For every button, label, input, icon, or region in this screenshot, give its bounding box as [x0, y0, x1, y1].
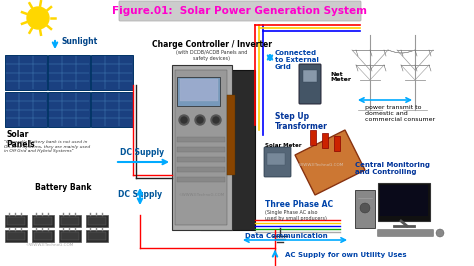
- Text: ©WWW.ETechnoG.COM: ©WWW.ETechnoG.COM: [26, 243, 74, 247]
- FancyBboxPatch shape: [177, 167, 225, 172]
- Text: Central Monitoring
and Controlling: Central Monitoring and Controlling: [355, 162, 430, 175]
- FancyBboxPatch shape: [91, 92, 133, 127]
- Circle shape: [213, 117, 219, 123]
- Circle shape: [195, 115, 205, 125]
- FancyBboxPatch shape: [175, 70, 227, 225]
- Circle shape: [211, 115, 221, 125]
- FancyBboxPatch shape: [61, 232, 79, 240]
- FancyBboxPatch shape: [59, 215, 81, 227]
- Text: Solar
Panels: Solar Panels: [6, 130, 35, 149]
- Circle shape: [197, 117, 203, 123]
- FancyBboxPatch shape: [180, 79, 218, 101]
- Text: Net
Meter: Net Meter: [330, 72, 351, 82]
- FancyBboxPatch shape: [172, 65, 232, 230]
- Text: DC Supply: DC Supply: [118, 190, 162, 199]
- Text: Step Up
Transformer: Step Up Transformer: [275, 112, 328, 131]
- Text: Solar Meter: Solar Meter: [265, 143, 301, 148]
- FancyBboxPatch shape: [303, 70, 317, 82]
- Text: ©WWW.ETechnoG.COM: ©WWW.ETechnoG.COM: [296, 163, 344, 167]
- FancyBboxPatch shape: [88, 217, 106, 225]
- FancyBboxPatch shape: [88, 232, 106, 240]
- FancyBboxPatch shape: [334, 136, 340, 151]
- FancyBboxPatch shape: [5, 92, 47, 127]
- Text: Charge Controller / Inverter: Charge Controller / Inverter: [152, 40, 272, 49]
- FancyBboxPatch shape: [264, 147, 291, 177]
- Text: power transmit to
domestic and
commercial consumer: power transmit to domestic and commercia…: [365, 105, 435, 122]
- Text: Data Communication: Data Communication: [245, 233, 328, 239]
- FancyBboxPatch shape: [7, 217, 25, 225]
- Text: Battery Bank: Battery Bank: [35, 183, 91, 192]
- FancyBboxPatch shape: [32, 230, 54, 242]
- Text: "Generally Battery bank is not used in
On-Grid Systems, they are mainly used
in : "Generally Battery bank is not used in O…: [4, 140, 90, 153]
- FancyBboxPatch shape: [7, 232, 25, 240]
- FancyBboxPatch shape: [5, 55, 47, 90]
- Text: Three Phase AC: Three Phase AC: [265, 200, 333, 209]
- Text: (Single Phase AC also
used by small producers): (Single Phase AC also used by small prod…: [265, 210, 327, 221]
- Text: AC Supply for own Utility Uses: AC Supply for own Utility Uses: [285, 252, 407, 258]
- FancyBboxPatch shape: [32, 215, 54, 227]
- Text: ©WWW.ETechnoG.COM: ©WWW.ETechnoG.COM: [179, 193, 225, 197]
- FancyBboxPatch shape: [322, 133, 328, 148]
- FancyBboxPatch shape: [177, 177, 225, 182]
- Circle shape: [360, 203, 370, 213]
- FancyBboxPatch shape: [5, 230, 27, 242]
- Circle shape: [27, 7, 49, 29]
- FancyBboxPatch shape: [61, 217, 79, 225]
- FancyBboxPatch shape: [177, 77, 220, 106]
- FancyBboxPatch shape: [34, 217, 52, 225]
- Text: Sunlight: Sunlight: [61, 38, 97, 47]
- FancyBboxPatch shape: [86, 215, 108, 227]
- Text: Figure.01:  Solar Power Generation System: Figure.01: Solar Power Generation System: [112, 6, 367, 16]
- FancyBboxPatch shape: [48, 92, 90, 127]
- FancyBboxPatch shape: [86, 230, 108, 242]
- FancyBboxPatch shape: [177, 147, 225, 152]
- FancyBboxPatch shape: [310, 130, 316, 145]
- FancyBboxPatch shape: [380, 185, 428, 216]
- FancyBboxPatch shape: [299, 64, 321, 104]
- FancyBboxPatch shape: [34, 232, 52, 240]
- Circle shape: [179, 115, 189, 125]
- FancyBboxPatch shape: [5, 215, 27, 227]
- Text: Connected
to External
Grid: Connected to External Grid: [275, 50, 319, 70]
- FancyBboxPatch shape: [91, 55, 133, 90]
- FancyBboxPatch shape: [48, 55, 90, 90]
- FancyBboxPatch shape: [227, 95, 235, 175]
- FancyBboxPatch shape: [355, 190, 375, 228]
- Polygon shape: [295, 130, 365, 195]
- FancyBboxPatch shape: [200, 70, 255, 230]
- FancyBboxPatch shape: [377, 230, 434, 236]
- FancyBboxPatch shape: [119, 1, 361, 21]
- FancyBboxPatch shape: [177, 157, 225, 162]
- Circle shape: [181, 117, 187, 123]
- Circle shape: [436, 229, 444, 237]
- Text: (with DCDB/ACDB Panels and
safety devices): (with DCDB/ACDB Panels and safety device…: [176, 50, 248, 61]
- Text: DC Supply: DC Supply: [120, 148, 164, 157]
- FancyBboxPatch shape: [378, 183, 430, 221]
- FancyBboxPatch shape: [59, 230, 81, 242]
- FancyBboxPatch shape: [267, 153, 285, 165]
- FancyBboxPatch shape: [177, 137, 225, 142]
